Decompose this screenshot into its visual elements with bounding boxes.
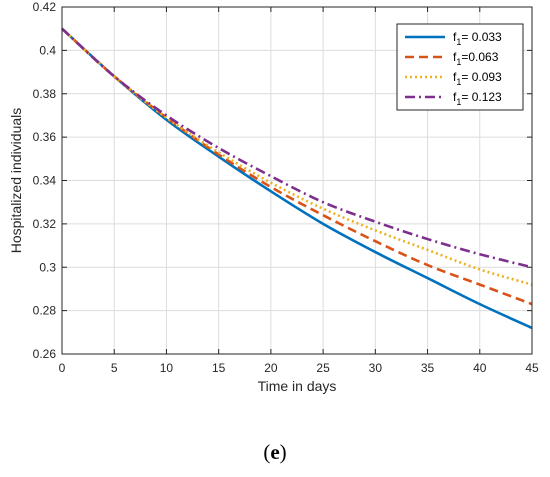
x-tick-label: 45 [525, 361, 539, 375]
caption-close: ) [279, 440, 287, 464]
legend-value: =0.063 [461, 50, 498, 64]
x-tick-label: 35 [421, 361, 435, 375]
legend-symbol: f [453, 70, 457, 84]
series-lines [61, 27, 533, 330]
x-tick-label: 0 [59, 361, 66, 375]
legend-entry-2: f1=0.063 [453, 50, 499, 67]
legend-entry-3: f1= 0.093 [453, 70, 502, 87]
x-tick-label: 10 [160, 361, 174, 375]
plot-frame [61, 6, 533, 355]
y-tick-label: 0.42 [33, 0, 57, 14]
y-tick-label: 0.32 [33, 217, 57, 231]
axis-ticks: 0 5 10 15 20 25 30 35 40 45 0.26 0.28 0.3 0.32 0.34 0.3… [33, 0, 539, 375]
legend-symbol: f [453, 50, 457, 64]
y-tick-label: 0.36 [33, 130, 57, 144]
axes-box [61, 6, 533, 355]
legend-box [396, 23, 524, 111]
legend-subscript: 1 [456, 77, 461, 87]
line-chart: 0 5 10 15 20 25 30 35 40 45 0.26 0.28 0.3 0.32 0.34 0.3… [8, 0, 539, 394]
y-tick-label: 0.26 [33, 347, 57, 361]
legend-subscript: 1 [456, 97, 461, 107]
y-tick-label: 0.38 [33, 87, 57, 101]
legend-entry-4: f1= 0.123 [453, 90, 502, 107]
y-tick-label: 0.28 [33, 304, 57, 318]
legend-subscript: 1 [456, 57, 461, 67]
x-tick-label: 20 [264, 361, 278, 375]
x-tick-label: 25 [316, 361, 330, 375]
figure-caption: (e) [0, 440, 550, 465]
x-tick-label: 5 [111, 361, 118, 375]
legend-value: = 0.093 [461, 70, 502, 84]
x-tick-label: 15 [212, 361, 226, 375]
y-tick-label: 0.4 [39, 43, 56, 57]
caption-letter: e [270, 440, 280, 464]
legend-value: = 0.123 [461, 90, 502, 104]
legend-entry-1: f1= 0.033 [453, 30, 502, 47]
legend-subscript: 1 [456, 37, 461, 47]
legend-value: = 0.033 [461, 30, 502, 44]
x-axis-label: Time in days [258, 378, 337, 394]
series-line-2 [61, 27, 533, 306]
legend-symbol: f [453, 30, 457, 44]
y-axis-label: Hospitalized individuals [8, 108, 24, 254]
caption-open: ( [263, 440, 271, 464]
legend-symbol: f [453, 90, 457, 104]
x-tick-label: 40 [473, 361, 487, 375]
series-line-4 [61, 27, 533, 269]
y-tick-label: 0.3 [39, 260, 56, 274]
y-tick-label: 0.34 [33, 174, 57, 188]
x-tick-label: 30 [369, 361, 383, 375]
